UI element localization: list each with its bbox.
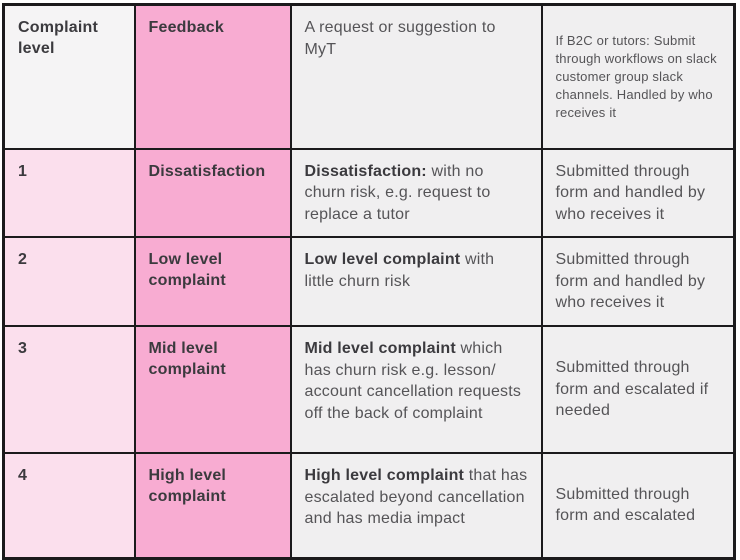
label-cell: High level complaint [133, 452, 292, 560]
header-feedback-label: Feedback [148, 19, 224, 36]
description-bold-part: Low level complaint [304, 251, 461, 269]
header-handling-cell: If B2C or tutors: Submit through workflo… [540, 3, 736, 150]
level-number: 4 [18, 467, 28, 485]
label-text: Mid level complaint [148, 340, 226, 379]
description-bold-part: Mid level complaint [304, 340, 456, 358]
header-complaint-level-label: Complaint level [18, 19, 99, 58]
description-cell: Dissatisfaction: with no churn risk, e.g… [289, 147, 543, 239]
level-number: 3 [18, 340, 28, 358]
label-text: High level complaint [148, 467, 227, 506]
label-cell: Low level complaint [133, 236, 292, 328]
handling-text: Submitted through form and escalated [555, 485, 696, 525]
header-description-cell: A request or suggestion to MyT [289, 3, 543, 150]
level-number: 1 [18, 162, 28, 180]
description-cell: High level complaint that has escalated … [289, 452, 543, 560]
label-text: Low level complaint [148, 251, 226, 290]
description-rest-part: with little churn risk [304, 251, 495, 290]
label-cell: Dissatisfaction [133, 147, 292, 239]
description-rest-part: that has escalated beyond cancellation a… [304, 467, 528, 528]
label-text: Dissatisfaction [148, 162, 266, 180]
header-row: Complaint level Feedback A request or su… [2, 3, 736, 150]
description-text: Dissatisfaction: with no churn risk, e.g… [305, 163, 491, 223]
handling-cell: Submitted through form and escalated [540, 452, 736, 560]
header-complaint-level-cell: Complaint level [2, 3, 136, 150]
description-rest-part: with no churn risk, e.g. request to repl… [304, 162, 491, 223]
table-row: 4 High level complaint High level compla… [2, 452, 736, 560]
description-cell: Low level complaint with little churn ri… [289, 236, 543, 328]
level-cell: 4 [2, 452, 136, 560]
level-cell: 1 [2, 147, 136, 239]
handling-cell: Submitted through form and handled by wh… [540, 147, 736, 239]
header-feedback-cell: Feedback [133, 3, 292, 150]
description-text: High level complaint that has escalated … [305, 467, 528, 527]
complaint-level-table: Complaint level Feedback A request or su… [2, 3, 736, 560]
table-row: 2 Low level complaint Low level complain… [2, 236, 736, 328]
handling-text: Submitted through form and escalated if … [555, 359, 709, 420]
header-description-text: A request or suggestion to MyT [304, 19, 496, 58]
table-row: 3 Mid level complaint Mid level complain… [2, 325, 736, 455]
description-cell: Mid level complaint which has churn risk… [289, 325, 543, 455]
header-handling-text: If B2C or tutors: Submit through workflo… [555, 32, 717, 120]
handling-cell: Submitted through form and handled by wh… [540, 236, 736, 328]
handling-text: Submitted through form and handled by wh… [555, 251, 706, 312]
description-bold-part: High level complaint [304, 467, 465, 485]
label-cell: Mid level complaint [133, 325, 292, 455]
description-text: Low level complaint with little churn ri… [305, 251, 495, 290]
handling-text: Submitted through form and handled by wh… [555, 162, 706, 223]
level-cell: 3 [2, 325, 136, 455]
level-cell: 2 [2, 236, 136, 328]
description-text: Mid level complaint which has churn risk… [305, 340, 522, 422]
level-number: 2 [18, 251, 28, 269]
table-row: 1 Dissatisfaction Dissatisfaction: with … [2, 147, 736, 239]
description-rest-part: which has churn risk e.g. lesson/ accoun… [304, 340, 522, 422]
handling-cell: Submitted through form and escalated if … [540, 325, 736, 455]
description-bold-part: Dissatisfaction: [304, 162, 427, 180]
